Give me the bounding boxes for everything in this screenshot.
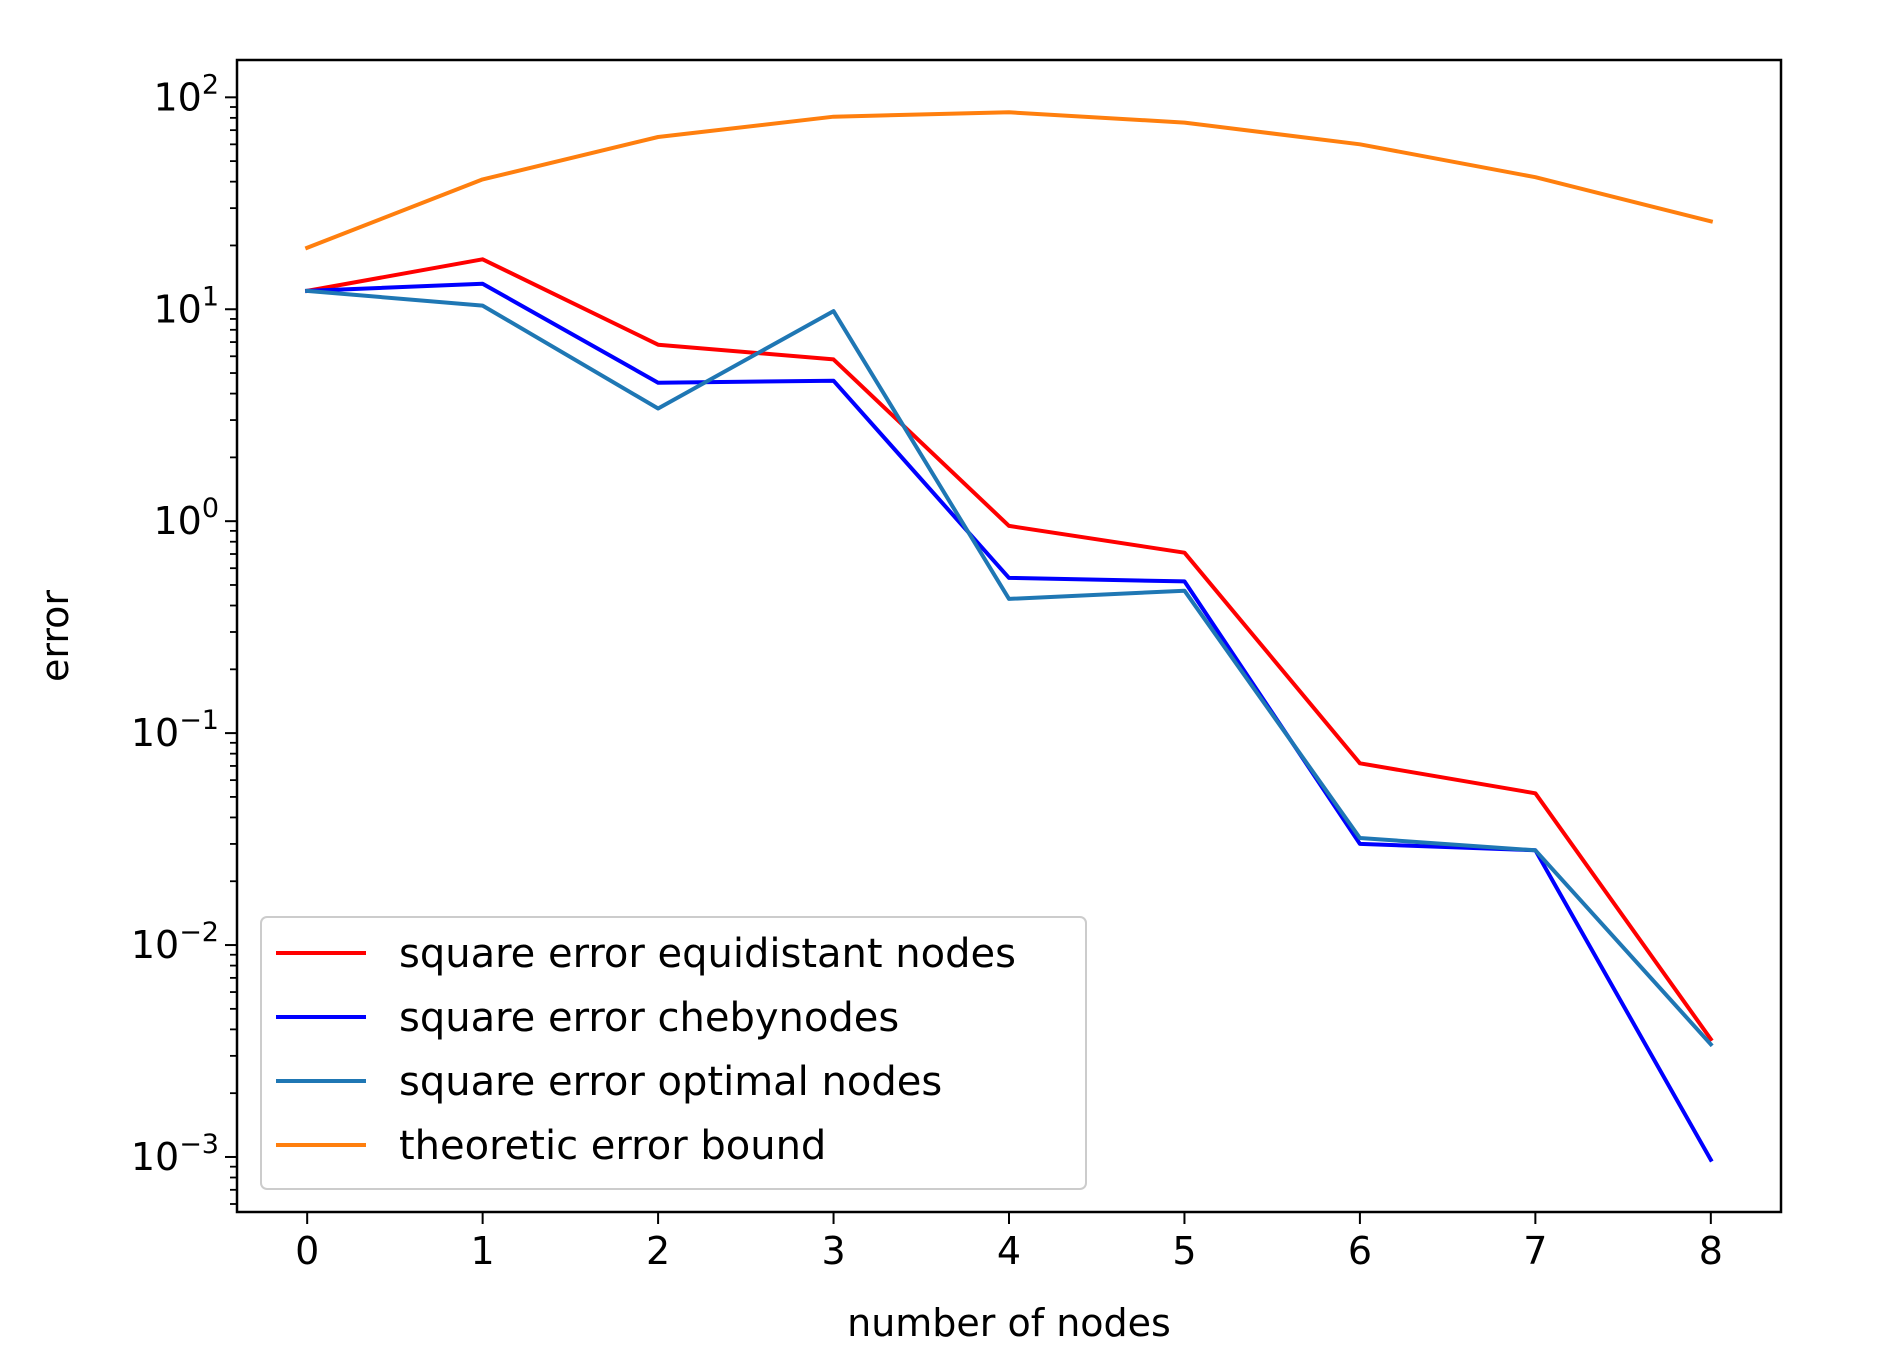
x-tick-label: 8 [1699, 1229, 1723, 1273]
y-tick-label: 10−1 [131, 705, 219, 755]
y-axis-title: error [33, 590, 77, 682]
x-tick-label: 2 [646, 1229, 670, 1273]
plot-frame [235, 58, 1783, 1214]
series-lines [304, 110, 1714, 1163]
x-axis-ticks: 0 1 2 3 4 5 6 7 8 [295, 1212, 1723, 1273]
x-tick-label: 0 [295, 1229, 319, 1273]
x-tick-label: 4 [997, 1229, 1021, 1273]
series-line-3 [305, 288, 1714, 1048]
y-axis-ticks: 10−3 10−2 10−1 100 101 102 [131, 69, 237, 1179]
x-tick-label: 6 [1348, 1229, 1372, 1273]
legend-box [260, 916, 1087, 1190]
legend-label: theoretic error bound [399, 1123, 826, 1169]
y-tick-label: 10−2 [131, 917, 219, 967]
series-line-1 [304, 257, 1714, 1042]
y-tick-label: 101 [153, 281, 219, 331]
y-tick-label: 100 [153, 493, 219, 543]
legend: square error equidistant nodes square err… [260, 916, 1087, 1190]
legend-label: square error equidistant nodes [399, 931, 1016, 977]
x-tick-label: 7 [1523, 1229, 1547, 1273]
y-tick-label: 10−3 [131, 1129, 219, 1179]
x-tick-label: 3 [821, 1229, 845, 1273]
legend-label: square error optimal nodes [399, 1059, 942, 1105]
x-tick-label: 5 [1172, 1229, 1196, 1273]
series-line-4 [304, 110, 1714, 251]
y-tick-label: 102 [153, 69, 219, 119]
x-axis-title: number of nodes [847, 1301, 1171, 1345]
x-tick-label: 1 [471, 1229, 495, 1273]
legend-label: square error chebynodes [399, 995, 899, 1041]
